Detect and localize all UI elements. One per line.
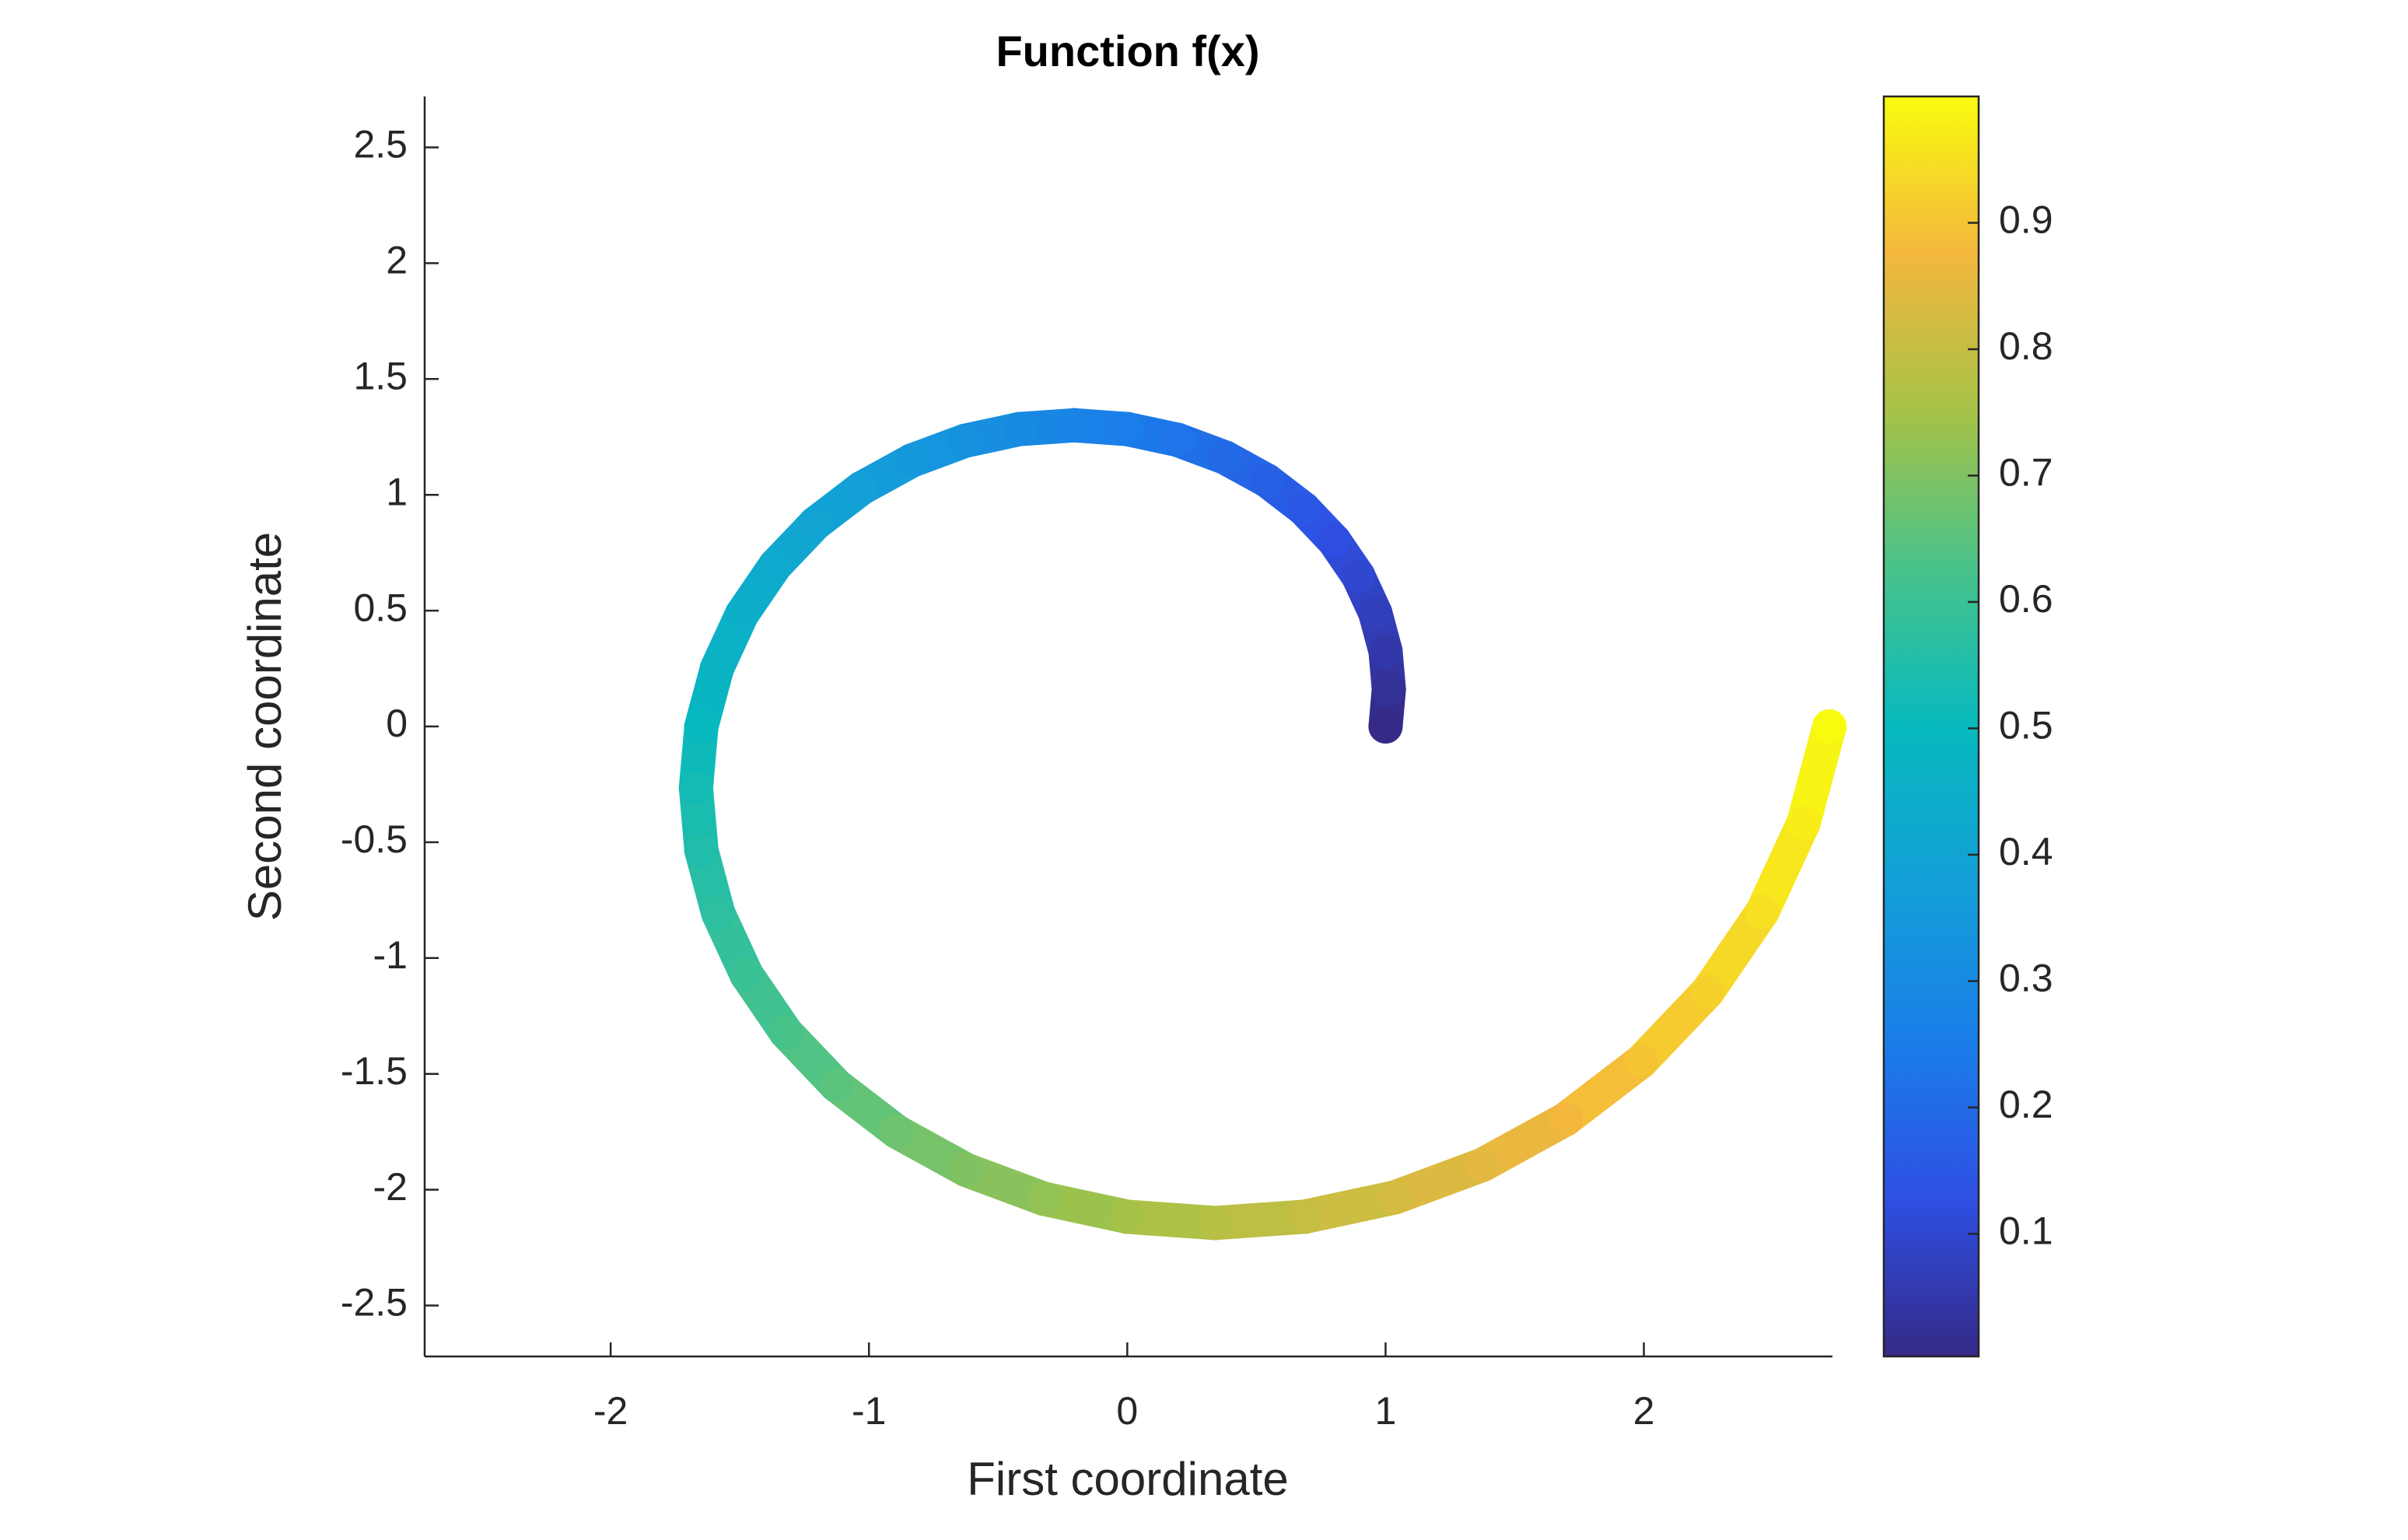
colorbar-tick-label: 0.5 <box>1999 704 2053 747</box>
point <box>1548 1102 1583 1137</box>
y-tick-label: -2.5 <box>341 1281 408 1325</box>
y-tick-label: 1 <box>386 470 408 513</box>
x-tick-label: -2 <box>593 1389 628 1433</box>
y-tick-label: -0.5 <box>341 817 408 861</box>
colorbar-tick-label: 0.8 <box>1999 324 2053 368</box>
colorbar-tick-label: 0.9 <box>1999 198 2053 242</box>
point <box>1198 1206 1233 1241</box>
point <box>701 896 736 931</box>
y-tick-label: -2 <box>373 1165 408 1209</box>
colorbar-tick-label: 0.7 <box>1999 451 2053 495</box>
point <box>1317 523 1352 558</box>
x-axis-label: First coordinate <box>967 1453 1289 1505</box>
point <box>1249 463 1284 498</box>
point <box>1358 596 1393 631</box>
point <box>1056 408 1091 443</box>
point <box>1027 1181 1062 1216</box>
y-axis-label: Second coordinate <box>239 532 291 921</box>
colorbar-tick-label: 0.3 <box>1999 957 2053 1000</box>
chart-title: Function f(x) <box>996 26 1259 75</box>
y-tick-label: 2 <box>386 239 408 282</box>
y-tick-label: 0.5 <box>353 586 408 629</box>
point <box>880 1115 915 1150</box>
point <box>684 709 719 744</box>
point <box>1110 411 1145 446</box>
point <box>1207 440 1242 475</box>
point <box>1624 1044 1659 1079</box>
point <box>1377 1180 1412 1215</box>
point <box>1341 558 1376 593</box>
point <box>678 770 713 805</box>
y-tick-label: 1.5 <box>353 355 408 398</box>
point <box>1812 709 1847 744</box>
point <box>1286 492 1321 527</box>
x-tick-label: -1 <box>852 1389 886 1433</box>
colorbar <box>1882 95 1980 1358</box>
point <box>729 957 764 992</box>
point <box>949 1153 984 1188</box>
point <box>1368 709 1403 744</box>
point <box>768 1015 803 1050</box>
point <box>1287 1199 1322 1234</box>
point <box>1160 422 1195 457</box>
y-tick-label: -1.5 <box>341 1049 408 1093</box>
point <box>699 651 734 686</box>
point <box>1002 411 1037 446</box>
point <box>758 548 793 583</box>
colorbar-tick-label: 0.1 <box>1999 1209 2053 1253</box>
point <box>894 443 929 478</box>
y-tick-label: -1 <box>373 933 408 977</box>
y-tick-label: 0 <box>386 702 408 745</box>
point <box>819 1068 854 1103</box>
x-tick-label: 0 <box>1116 1389 1138 1433</box>
colorbar-tick-label: 0.2 <box>1999 1083 2053 1126</box>
x-tick-label: 2 <box>1633 1389 1655 1433</box>
point <box>1465 1147 1500 1182</box>
point <box>1368 634 1403 669</box>
point <box>724 597 759 632</box>
point <box>1110 1199 1145 1234</box>
point <box>1745 894 1780 929</box>
point <box>798 506 833 541</box>
point <box>1787 805 1822 840</box>
point <box>1371 672 1406 707</box>
colorbar-tick-label: 0.4 <box>1999 830 2053 873</box>
y-tick-label: 2.5 <box>353 123 408 166</box>
point <box>1690 974 1725 1009</box>
colorbar-tick-label: 0.6 <box>1999 577 2053 621</box>
point <box>947 423 982 458</box>
x-tick-label: 1 <box>1375 1389 1397 1433</box>
point <box>844 471 879 506</box>
point <box>684 833 719 868</box>
